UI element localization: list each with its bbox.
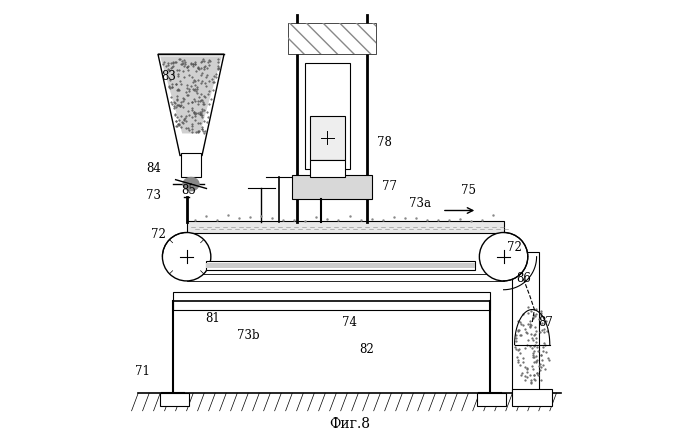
Text: 73b: 73b [237, 330, 259, 342]
Bar [288, 23, 376, 54]
Bar [512, 253, 539, 393]
Text: 75: 75 [461, 184, 476, 197]
Text: 72: 72 [507, 241, 522, 254]
Circle shape [162, 233, 211, 281]
Polygon shape [160, 56, 222, 133]
Text: 77: 77 [382, 180, 396, 193]
Text: Фиг.8: Фиг.8 [329, 417, 370, 431]
Text: 84: 84 [146, 162, 161, 175]
Bar [160, 393, 189, 406]
Text: 87: 87 [538, 316, 553, 329]
Bar [206, 261, 475, 270]
Text: 82: 82 [360, 343, 375, 356]
Bar [181, 153, 201, 178]
Bar [305, 63, 350, 169]
Bar [512, 389, 552, 406]
Bar [288, 23, 376, 54]
Polygon shape [158, 54, 224, 155]
Text: 74: 74 [342, 316, 357, 329]
Bar [187, 274, 503, 281]
Text: 73a: 73a [409, 198, 431, 210]
Bar [310, 160, 345, 178]
Bar [187, 222, 503, 233]
Bar [310, 116, 345, 160]
Text: 71: 71 [135, 365, 150, 378]
Polygon shape [183, 184, 199, 190]
Text: 85: 85 [181, 184, 196, 197]
Polygon shape [183, 178, 199, 184]
Bar [206, 263, 475, 268]
Bar [477, 393, 506, 406]
Bar [173, 292, 491, 310]
Text: 86: 86 [516, 272, 531, 285]
Text: 73: 73 [146, 189, 161, 202]
Text: 72: 72 [150, 228, 166, 241]
Text: 81: 81 [206, 312, 220, 325]
Text: 78: 78 [377, 136, 392, 149]
Bar [292, 175, 371, 199]
Circle shape [480, 233, 528, 281]
Text: 83: 83 [161, 70, 176, 83]
